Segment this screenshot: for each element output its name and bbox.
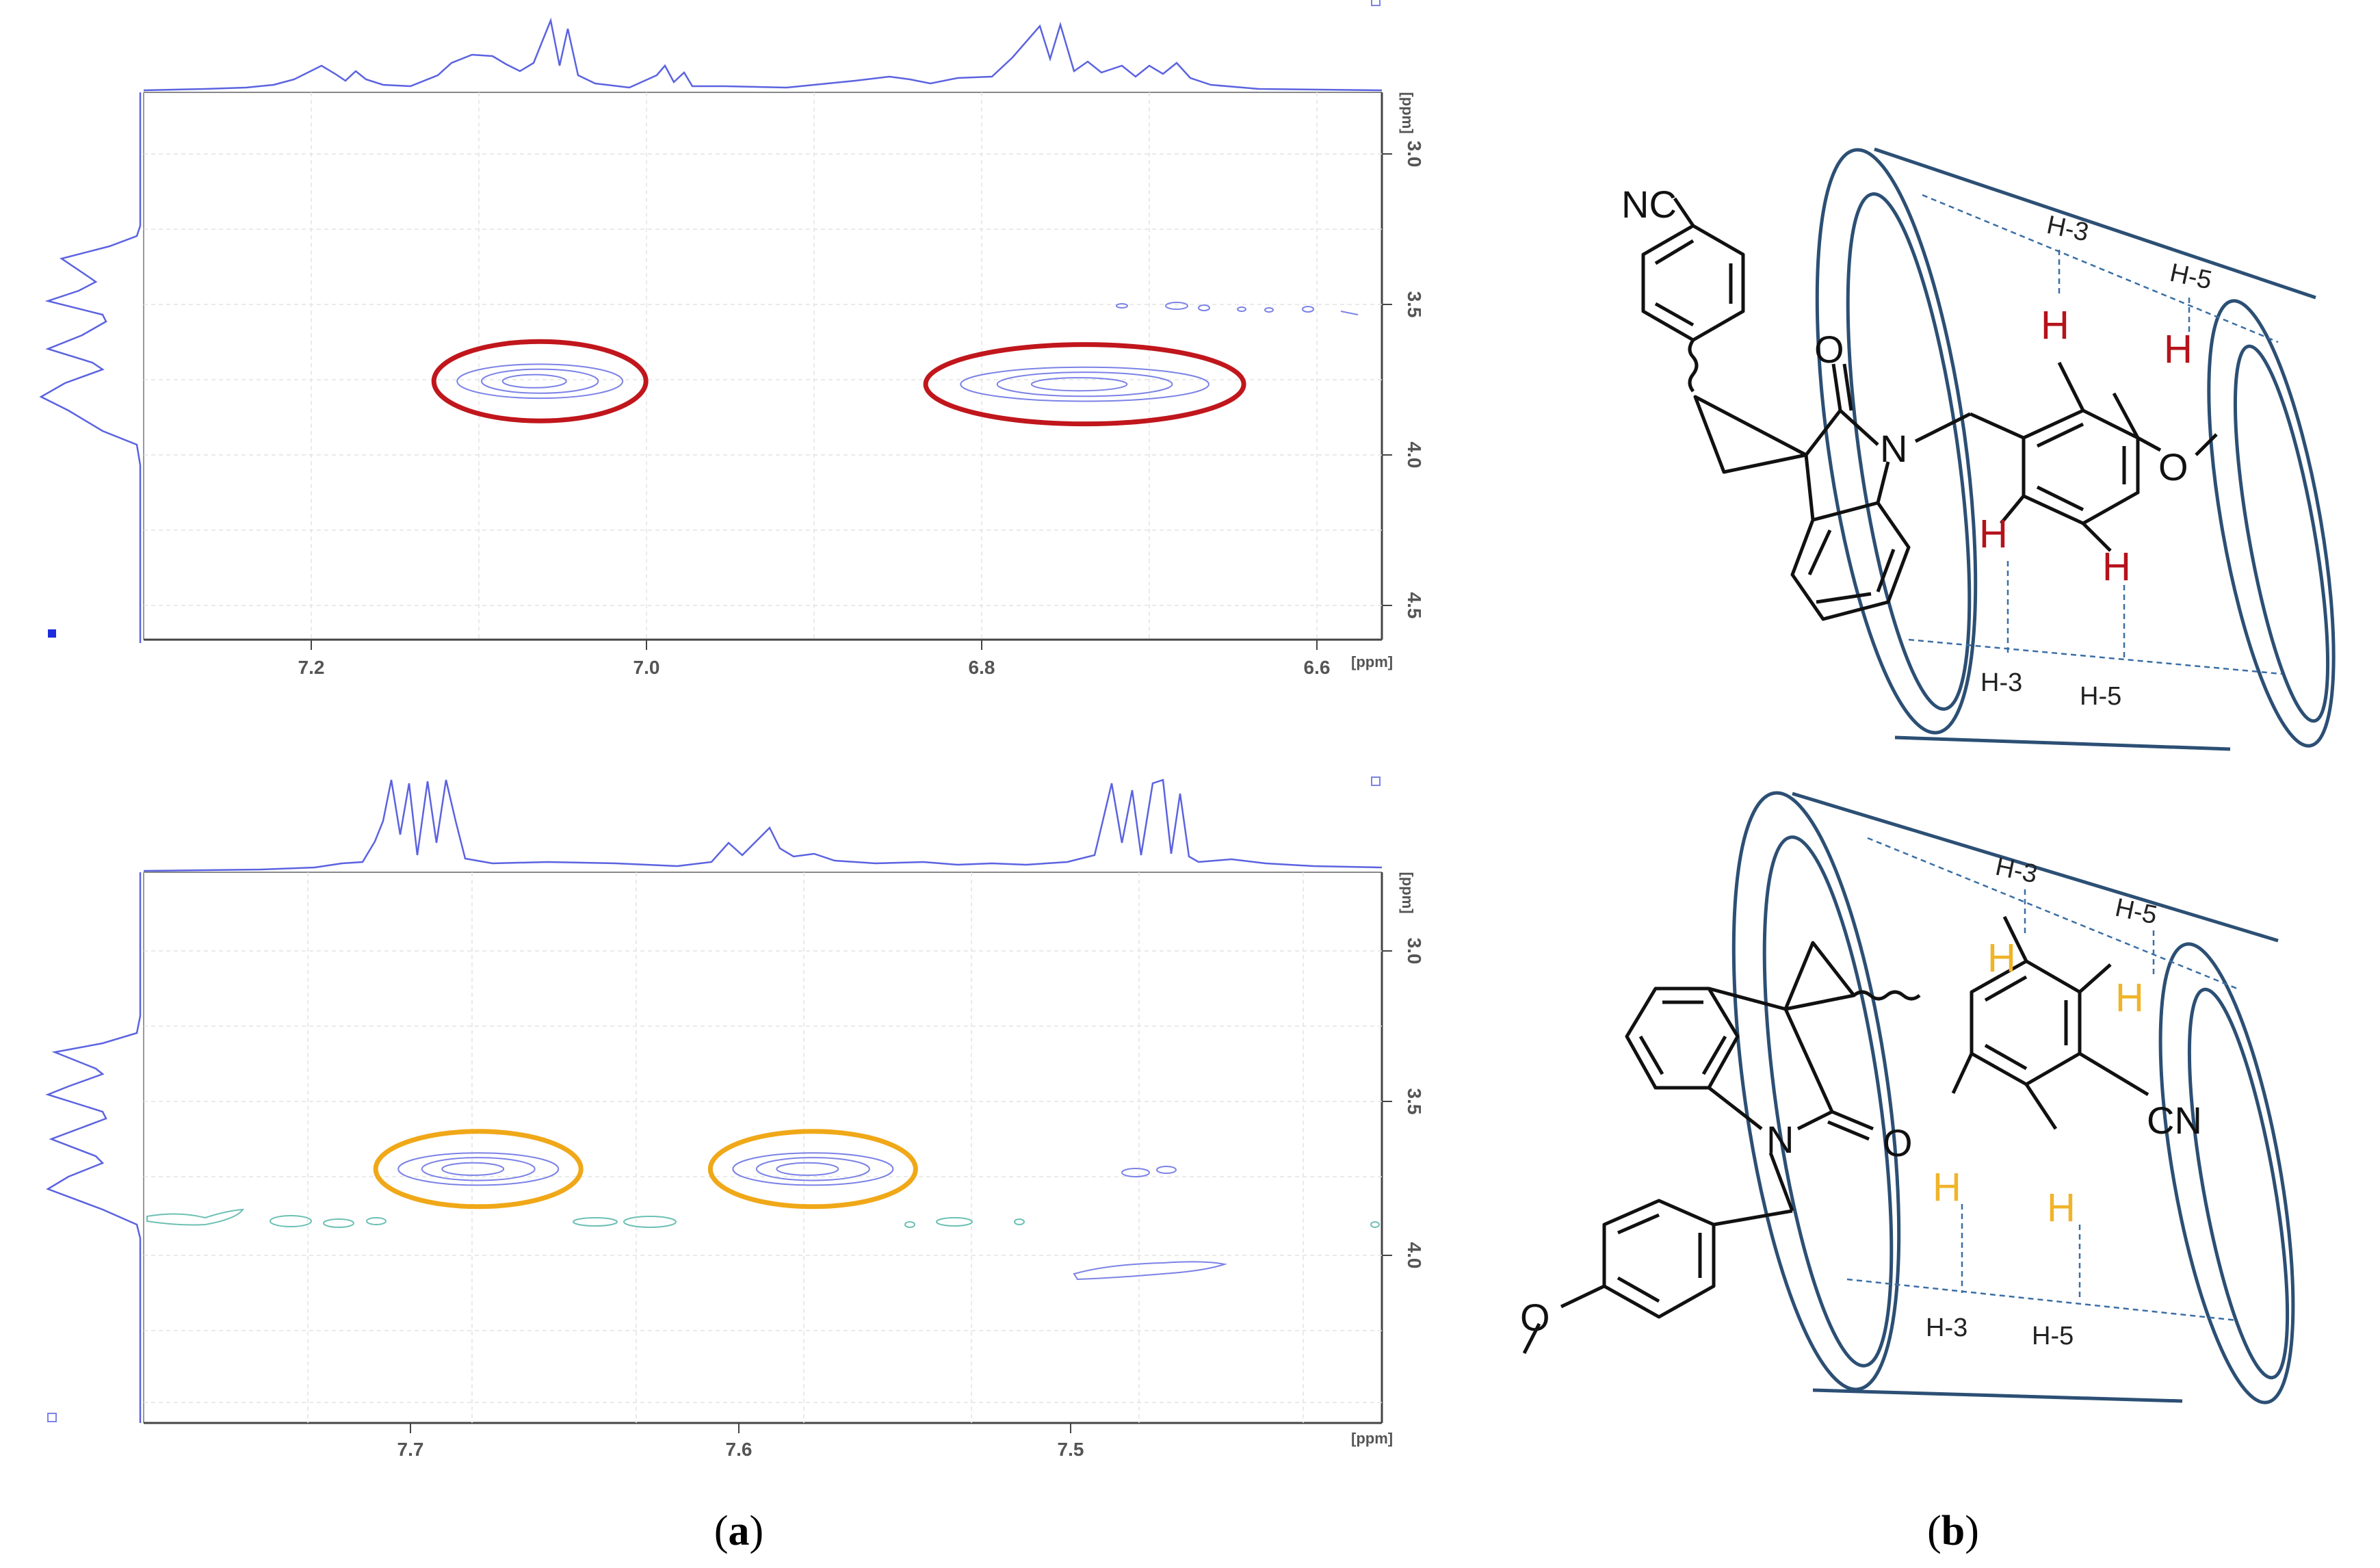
left-projection-trace-2: [45, 872, 142, 1423]
inclusion-complex-bottom: H-3 H-5 H-3 H-5: [1520, 791, 2295, 1404]
top-carbonyl-o-label: O: [1814, 328, 1844, 371]
bottom-cross-peak-contour: [732, 1152, 894, 1186]
cd-top-label-h3-a: H-3: [2044, 211, 2091, 248]
cd-top-label-h5-b: H-5: [2080, 682, 2121, 711]
top-cross-peak-contour: [501, 374, 567, 389]
bottom-cn-label: CN: [2147, 1099, 2202, 1142]
cd-bottom-label-h3-b: H-3: [1926, 1314, 1967, 1342]
top-inner-h-4: H: [2102, 545, 2131, 589]
top-ytick-3: 4.5: [1404, 592, 1425, 619]
cd-bottom-label-h3-a: H-3: [1993, 852, 2040, 889]
bottom-n-label: N: [1766, 1118, 1794, 1161]
nmr-bottom-panel: 7.7 7.6 7.5 [ppm] 3.0 3.5 4.0 [ppm]: [45, 776, 1425, 1460]
top-xaxis-unit: [ppm]: [1351, 653, 1393, 670]
bottom-cross-peak-contour: [421, 1157, 536, 1181]
top-ytick-1: 3.5: [1404, 291, 1425, 318]
inclusion-complex-top: H-3 H-5 H-3 H-5: [1621, 147, 2336, 751]
top-xtick-0: 7.2: [298, 657, 325, 678]
cd-narrow-rim-inner-bottom: [2187, 987, 2290, 1380]
top-cross-peak-highlight: [431, 339, 649, 423]
bottom-xtick-1: 7.6: [726, 1439, 753, 1460]
bottom-ytick-0: 3.0: [1404, 938, 1425, 965]
bottom-yaxis-unit: [ppm]: [1399, 872, 1416, 913]
bottom-cross-peak-highlight: [373, 1129, 584, 1210]
cd-wide-rim-outer-top: [1815, 148, 1978, 735]
bottom-ytick-1: 3.5: [1404, 1088, 1425, 1115]
panel-b-caption: (b): [1927, 1508, 1979, 1554]
cd-bottom-label-h5-a: H-5: [2113, 893, 2160, 930]
top-yaxis-unit: [ppm]: [1399, 92, 1416, 133]
top-methoxy-o-label: O: [2158, 445, 2188, 488]
bottom-carbonyl-o-label: O: [1883, 1121, 1913, 1164]
top-cross-peak-contour: [996, 371, 1173, 397]
bottom-cross-peak-contour: [776, 1162, 839, 1176]
bottom-inner-h-3: H: [1933, 1165, 1961, 1210]
top-n-label: N: [1880, 427, 1907, 470]
bottom-inner-h-1: H: [1987, 936, 2016, 980]
top-projection-trace-1: [143, 17, 1383, 92]
bottom-cross-peak-highlight: [707, 1129, 918, 1210]
top-xtick-1: 7.0: [633, 657, 660, 678]
cd-narrow-rim-outer-top: [2207, 299, 2336, 748]
cd-wide-rim-inner-top: [1846, 192, 1972, 711]
bottom-xtick-2: 7.5: [1058, 1439, 1084, 1460]
top-nc-label: NC: [1621, 183, 1677, 226]
top-cross-peak-contour: [1030, 377, 1128, 392]
cd-wide-rim-outer-bottom: [1731, 791, 1901, 1391]
top-inner-h-2: H: [2164, 327, 2193, 371]
cd-narrow-rim-outer-bottom: [2158, 942, 2295, 1404]
bottom-cross-peak-contour: [397, 1152, 560, 1186]
cd-wide-rim-inner-bottom: [1762, 835, 1894, 1368]
top-cross-peak-contour: [960, 366, 1209, 402]
top-projection-trace-2: [143, 779, 1383, 872]
top-ytick-2: 4.0: [1404, 442, 1425, 469]
bottom-xtick-0: 7.7: [397, 1439, 424, 1460]
cd-bottom-label-h5-b: H-5: [2032, 1322, 2074, 1350]
top-cross-peak-contour: [456, 363, 624, 400]
nmr-top-panel: 7.2 7.0 6.8 6.6 [ppm] 3.0 3.5 4.0 4.5 [p…: [39, 0, 1425, 678]
top-xtick-3: 6.6: [1304, 657, 1331, 678]
cd-top-label-h3-b: H-3: [1980, 668, 2022, 697]
cd-top-label-h5-a: H-5: [2167, 259, 2214, 296]
panel-a-caption: (a): [714, 1508, 763, 1554]
bottom-inner-h-4: H: [2047, 1186, 2076, 1230]
top-cross-peak-highlight: [923, 342, 1246, 427]
bottom-ytick-2: 4.0: [1404, 1242, 1425, 1269]
top-inner-h-3: H: [1979, 512, 2008, 556]
cd-narrow-rim-inner-top: [2233, 344, 2330, 723]
bottom-xaxis-unit: [ppm]: [1351, 1430, 1393, 1447]
top-cross-peak-contour: [480, 368, 599, 394]
top-xtick-2: 6.8: [969, 657, 995, 678]
top-inner-h-1: H: [2041, 303, 2069, 348]
bottom-methoxy-o-label: O: [1520, 1296, 1550, 1339]
bottom-cross-peak-contour: [755, 1157, 870, 1181]
bottom-inner-h-2: H: [2115, 976, 2144, 1020]
left-projection-trace-1: [39, 92, 142, 643]
top-ytick-0: 3.0: [1404, 141, 1425, 168]
bottom-cross-peak-contour: [441, 1162, 505, 1176]
